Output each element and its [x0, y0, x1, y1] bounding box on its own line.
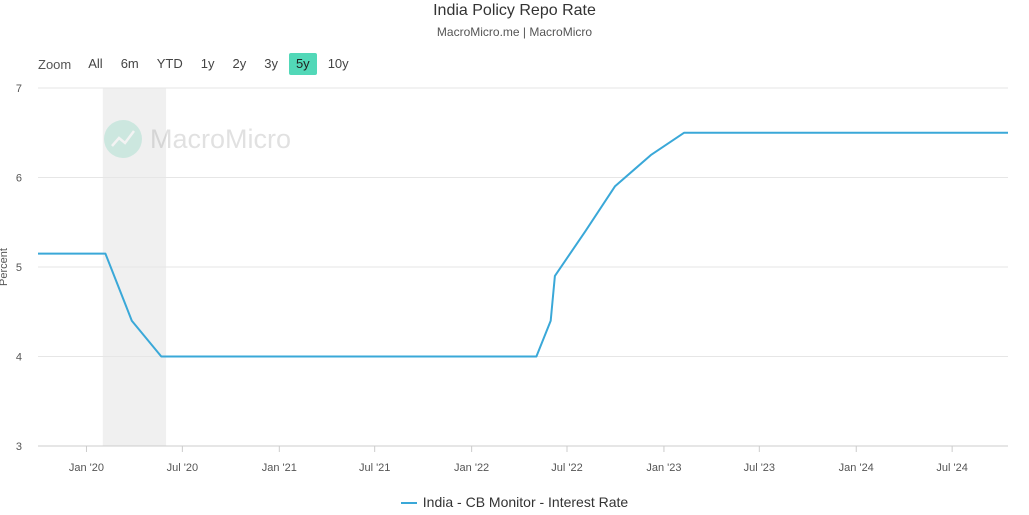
range-button-5y[interactable]: 5y	[288, 53, 317, 75]
y-tick-label: 4	[16, 352, 22, 364]
x-tick-label: Jul '20	[167, 462, 198, 474]
x-tick-label: Jul '24	[936, 462, 967, 474]
range-button-10y[interactable]: 10y	[327, 56, 349, 71]
x-tick-label: Jul '22	[551, 462, 582, 474]
x-tick-label: Jul '23	[744, 462, 775, 474]
series-line	[38, 131, 1008, 358]
watermark-logo-icon	[104, 120, 142, 158]
x-tick-label: Jan '24	[839, 462, 874, 474]
y-tick-label: 6	[16, 173, 22, 185]
y-tick-label: 5	[16, 262, 22, 274]
x-tick-label: Jan '21	[262, 462, 297, 474]
chart-title: India Policy Repo Rate	[433, 2, 596, 19]
y-tick-label: 7	[16, 83, 22, 95]
watermark-text: MacroMicro	[150, 124, 291, 154]
y-tick-label: 3	[16, 441, 22, 453]
range-button-6m[interactable]: 6m	[120, 56, 139, 71]
range-button-1y[interactable]: 1y	[200, 56, 215, 71]
range-selector: Zoom All 6m YTD 1y 2y 3y 5y 10y	[32, 53, 360, 75]
legend-label: India - CB Monitor - Interest Rate	[422, 494, 629, 510]
range-button-3y[interactable]: 3y	[264, 56, 278, 71]
chart-subtitle: MacroMicro.me | MacroMicro	[436, 25, 593, 39]
x-tick-label: Jan '22	[454, 462, 489, 474]
legend[interactable]: India - CB Monitor - Interest Rate	[0, 494, 1029, 510]
zoom-label: Zoom	[38, 56, 72, 72]
series-layer	[38, 131, 1008, 358]
axes: 3 4 5 6 7 Jan '20 Jul '20 Jan '21 Jul '21 Jan '22…	[16, 83, 1008, 474]
range-button-2y[interactable]: 2y	[232, 56, 247, 71]
legend-swatch	[400, 502, 417, 505]
watermark-logo-mark	[111, 130, 135, 147]
y-axis-label: Percent	[0, 248, 10, 286]
x-tick-label: Jul '21	[359, 462, 390, 474]
range-button-all[interactable]: All	[88, 56, 103, 71]
range-button-ytd[interactable]: YTD	[156, 56, 183, 71]
x-tick-label: Jan '20	[69, 462, 104, 474]
x-tick-label: Jan '23	[646, 462, 681, 474]
watermark: MacroMicro	[104, 120, 291, 158]
